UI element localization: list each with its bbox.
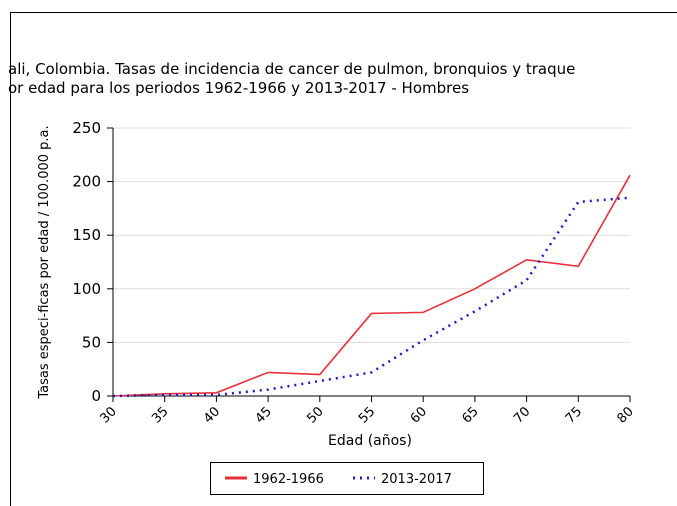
chart-title: ali, Colombia. Tasas de incidencia de ca… (8, 60, 575, 78)
y-tick-label: 0 (91, 387, 101, 405)
y-tick-label: 200 (72, 173, 101, 191)
line (112, 174, 631, 397)
x-axis-label: Edad (años) (328, 433, 412, 449)
y-tick-label: 50 (82, 333, 101, 351)
legend-label: 1962-1966 (253, 472, 324, 487)
y-tick-label: 150 (72, 226, 101, 244)
legend (210, 462, 484, 495)
line (112, 196, 631, 398)
y-axis-label: Tasas especi-ficas por edad / 100.000 p.… (37, 125, 52, 399)
chart-subtitle: or edad para los periodos 1962-1966 y 20… (8, 79, 469, 97)
y-tick-label: 250 (72, 119, 101, 137)
y-tick-label: 100 (72, 280, 101, 298)
legend-label: 2013-2017 (381, 472, 452, 487)
frame (10, 12, 677, 506)
